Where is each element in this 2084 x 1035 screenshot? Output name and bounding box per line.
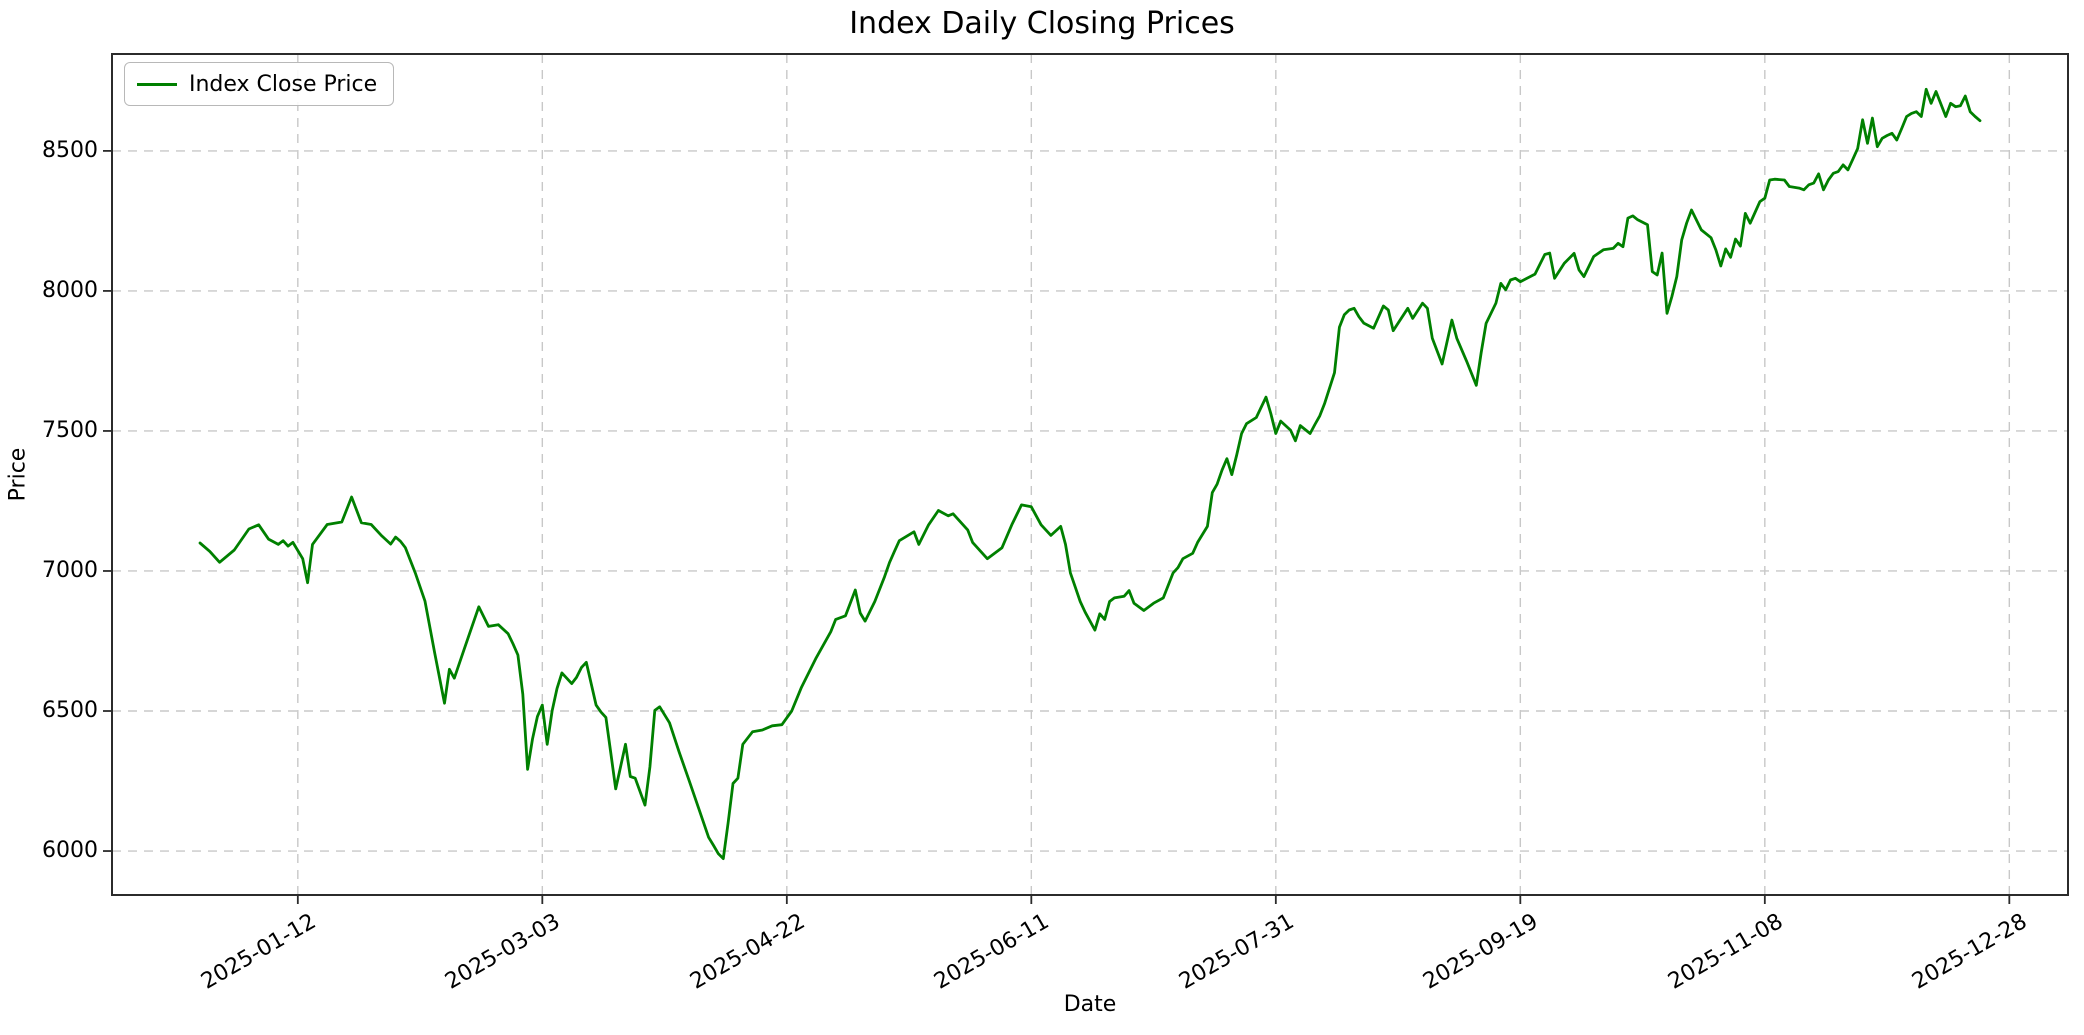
- legend: Index Close Price: [124, 62, 395, 106]
- legend-label: Index Close Price: [189, 71, 378, 97]
- chart-title: Index Daily Closing Prices: [849, 6, 1235, 41]
- y-axis-label: Price: [5, 447, 31, 502]
- y-tick-label: 6000: [42, 838, 98, 864]
- y-tick-label: 6500: [42, 698, 98, 723]
- legend-line-swatch-icon: [137, 82, 177, 86]
- y-tick-label: 8000: [42, 277, 98, 303]
- y-tick-label: 8500: [42, 137, 98, 163]
- y-tick-label: 7500: [42, 417, 98, 443]
- x-axis-label: Date: [1063, 992, 1117, 1017]
- y-tick-label: 7000: [42, 557, 98, 583]
